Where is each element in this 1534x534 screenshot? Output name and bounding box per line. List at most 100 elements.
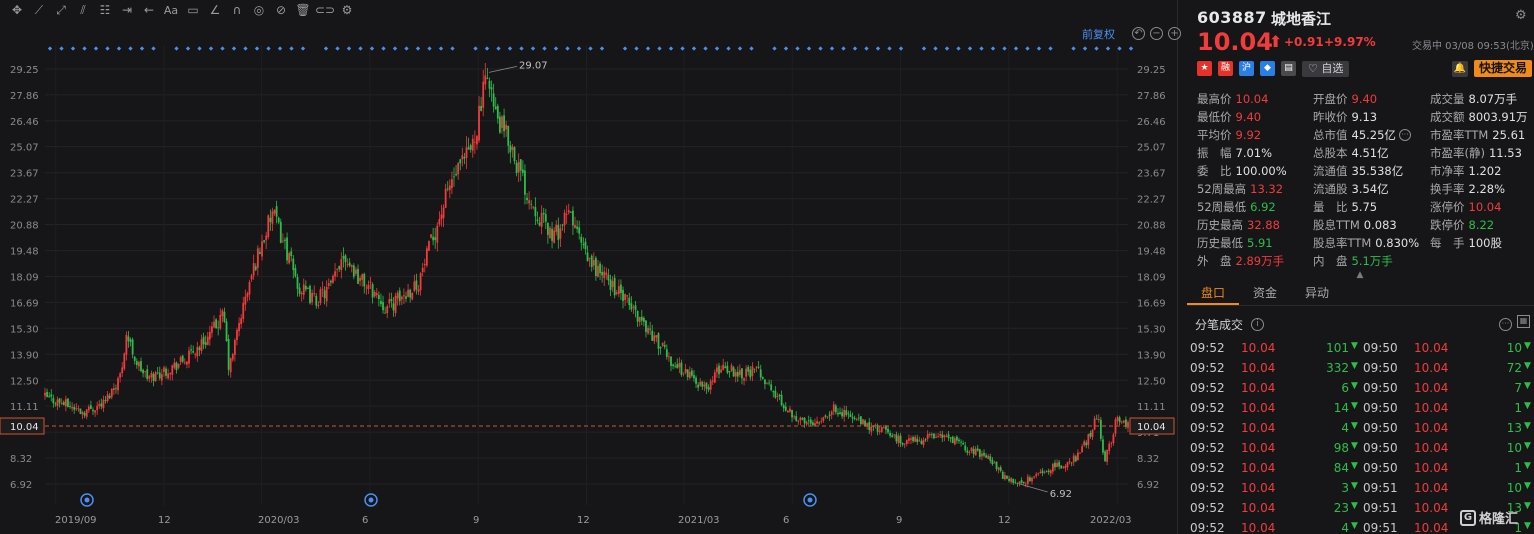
more-icon[interactable]: ··· [1499,317,1512,331]
kline-chart[interactable]: 29.25 29.25 27.86 27.86 26.46 26.46 25.07 25.07… [0,0,1178,534]
candle-body [229,358,232,373]
candle-body [211,326,213,333]
channel-tool-icon[interactable]: ⫽ [80,2,86,17]
tick-volume: 3 [1341,481,1349,495]
down-arrow-icon: ▼ [1524,401,1531,411]
event-dot [484,46,490,51]
zoom-out-icon[interactable]: − [1150,27,1163,40]
zoom-in-icon[interactable]: + [1168,27,1181,40]
candle-body [672,364,674,366]
tab-2[interactable]: 异动 [1305,286,1330,300]
cn-flag-icon[interactable]: ★ [1197,61,1212,76]
candle-body [1085,442,1088,446]
ray-tool-icon[interactable]: ⤢ [56,2,66,17]
adjust-mode-button[interactable]: 前复权 [1082,28,1115,41]
visibility-icon[interactable]: ◎ [253,3,265,17]
price-axis-label-left: 25.07 [10,143,39,154]
arrow-tool-icon[interactable]: ← [143,3,155,17]
price-axis-label-left: 12.50 [10,376,39,387]
tab-0[interactable]: 盘口 [1187,280,1240,305]
event-dot [588,46,593,51]
candle-body [482,81,485,108]
comment-tool-icon[interactable]: ▭ [187,3,199,17]
down-arrow-icon: ▼ [1351,361,1358,371]
candle-body [912,437,914,442]
settings-icon[interactable]: ⚙ [341,3,353,17]
tab-1[interactable]: 资金 [1253,286,1278,300]
candle-body [849,414,852,418]
line-tool-icon[interactable]: ⟋ [34,2,44,17]
candle-body [770,384,773,391]
candle-body [1116,417,1119,421]
candle-body [645,320,647,332]
candle-body [298,287,301,294]
candle-body [430,234,432,238]
candle-body [853,417,856,419]
tick-time: 09:50 [1363,361,1398,375]
ruler-icon[interactable]: ∠ [209,3,221,17]
settings-icon[interactable]: ⚙ [1515,8,1527,23]
event-dot [1128,46,1134,51]
watchlist-button[interactable]: ♡ 自选 [1302,60,1350,77]
event-dot [335,46,340,51]
down-arrow-icon: ▼ [1351,461,1358,471]
candle-body [795,416,798,421]
collapse-caret-icon[interactable]: ▲ [1356,270,1364,280]
tick-volume: 10 [1506,441,1522,455]
last-price-tag-right [1129,417,1175,435]
fib-tool-icon[interactable]: ☷ [99,3,111,17]
undo-icon[interactable]: ↶ [1132,27,1145,40]
range-tool-icon[interactable]: ⇥ [121,3,133,17]
candle-body [213,321,215,328]
candle-body [1062,466,1065,468]
candle-body [1070,462,1073,464]
stat-cell: 委 比 100.00% [1197,162,1313,180]
tick-row: 09:52 10.04 6 ▼ 09:50 10.04 7 ▼ [1187,378,1534,398]
move-icon[interactable]: ✥ [11,3,23,17]
candle-body [1108,443,1111,451]
price-axis-label-left: 18.09 [10,272,39,283]
candle-body [261,241,263,257]
price-axis-label-right: 29.25 [1137,65,1166,76]
stat-label: 市盈率TTM [1430,128,1489,142]
stat-value: 9.13 [1351,110,1378,124]
info-icon[interactable]: i [1251,317,1265,331]
candle-body [294,268,297,277]
candle-body [701,381,704,387]
badge-tag-icon[interactable]: ◆ [1260,61,1275,76]
event-dot [795,46,800,51]
stat-cell: 历史最高 32.88 [1197,216,1313,234]
note-tag-icon[interactable]: ▤ [1281,61,1296,76]
price-axis-label-right: 22.27 [1137,195,1166,206]
candle-body [425,248,428,266]
grid-view-icon[interactable]: ▦ [1517,315,1530,328]
link-icon[interactable]: ⊂⊃ [314,3,336,17]
candle-body [749,369,752,378]
hide-icon[interactable]: ⊘ [275,3,287,17]
connect-tag-icon[interactable]: 沪 [1239,61,1254,76]
stat-label: 涨停价 [1430,200,1465,214]
text-tool-icon[interactable]: Aa [163,3,179,17]
price-axis-label-right: 6.92 [1137,480,1159,491]
magnet-icon[interactable]: ∩ [232,3,242,17]
quick-trade-button[interactable]: 快捷交易 [1473,60,1532,77]
margin-tag-icon[interactable]: 融 [1218,61,1233,76]
event-dot [427,46,432,51]
stat-label: 内 盘 [1313,254,1348,268]
candle-body [148,376,151,379]
candle-body [286,237,288,261]
bell-icon[interactable]: 🔔 [1451,60,1468,77]
tick-entry: 09:51 10.04 1 ▼ [1360,521,1533,534]
more-icon[interactable]: ··· [1398,129,1411,141]
candle-body [188,350,190,364]
candle-body [830,411,833,415]
trash-icon[interactable]: 🗑 [295,3,311,17]
candle-body [290,251,293,257]
candle-body [716,367,718,373]
candle-body [382,302,384,311]
stock-name: 城地香江 [1271,10,1332,28]
time-axis-label: 2021/03 [678,515,720,526]
candle-body [726,365,729,373]
event-dot [231,46,237,51]
kline-chart-panel[interactable]: 29.25 29.25 27.86 27.86 26.46 26.46 25.07 25.07… [0,0,1181,534]
